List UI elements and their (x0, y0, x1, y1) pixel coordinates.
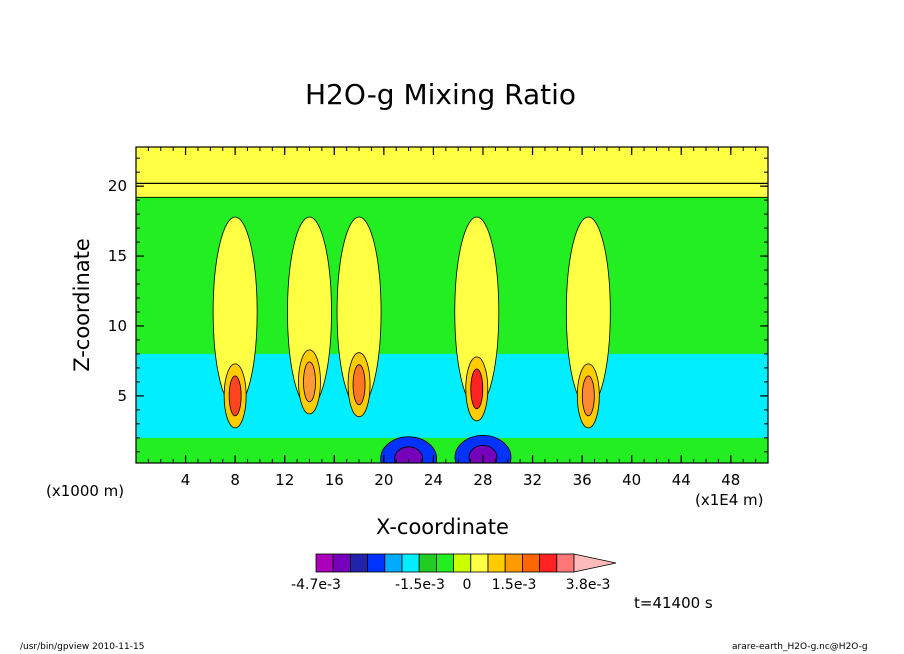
y-tick-label: 10 (108, 317, 127, 335)
minimum-inner (468, 445, 498, 463)
colorbar-cell (435, 553, 454, 573)
colorbar-cell (384, 553, 403, 573)
x-tick-label: 48 (721, 471, 740, 489)
colorbar-cell (539, 553, 558, 573)
colorbar-cell (470, 553, 489, 573)
plume-peak-core (581, 375, 595, 417)
plot-frame (135, 146, 769, 464)
footer-right: arare-earth_H2O-g.nc@H2O-g (732, 642, 868, 652)
x-tick-label: 16 (325, 471, 344, 489)
colorbar-cell (332, 553, 351, 573)
y-tick-label: 5 (117, 387, 127, 405)
x-tick-label: 28 (473, 471, 492, 489)
y-tick-label: 20 (108, 177, 127, 195)
colorbar-cell (401, 553, 420, 573)
x-tick-label: 40 (622, 471, 641, 489)
colorbar-label: 1.5e-3 (492, 577, 537, 593)
x-tick-label: 8 (230, 471, 240, 489)
plume-peak-core (228, 375, 242, 417)
colorbar-cell (349, 553, 368, 573)
plume-peak-core (352, 364, 366, 406)
colorbar-arrow (573, 553, 617, 573)
colorbar-label: 0 (463, 577, 472, 593)
colorbar-cell (522, 553, 541, 573)
x-tick-label: 20 (374, 471, 393, 489)
colorbar-cell (487, 553, 506, 573)
colorbar-label: 3.8e-3 (566, 577, 611, 593)
x-tick-label: 36 (573, 471, 592, 489)
colorbar-label: -4.7e-3 (291, 577, 341, 593)
upper-layer-band (136, 147, 768, 198)
colorbar-cell (556, 553, 575, 573)
y-tick-label: 15 (108, 247, 127, 265)
colorbar-cell (418, 553, 437, 573)
x-unit-left: (x1000 m) (46, 482, 125, 500)
chart-title: H2O-g Mixing Ratio (305, 78, 577, 111)
x-tick-label: 32 (523, 471, 542, 489)
colorbar-label: -1.5e-3 (395, 577, 445, 593)
x-unit-right: (x1E4 m) (695, 491, 764, 509)
x-axis-title: X-coordinate (376, 515, 509, 539)
colorbar-cell (504, 553, 523, 573)
surface-layer-band (136, 437, 768, 463)
plume-peak-core (470, 368, 484, 410)
minimum-inner (394, 446, 424, 463)
colorbar-cell (315, 553, 334, 573)
time-label: t=41400 s (634, 594, 713, 612)
x-tick-label: 12 (275, 471, 294, 489)
x-tick-label: 4 (181, 471, 191, 489)
x-tick-label: 24 (424, 471, 443, 489)
colorbar-cell (367, 553, 386, 573)
colorbar-cell (453, 553, 472, 573)
plume-peak-core (303, 361, 316, 403)
x-tick-label: 44 (672, 471, 691, 489)
footer-left: /usr/bin/gpview 2010-11-15 (20, 642, 145, 652)
